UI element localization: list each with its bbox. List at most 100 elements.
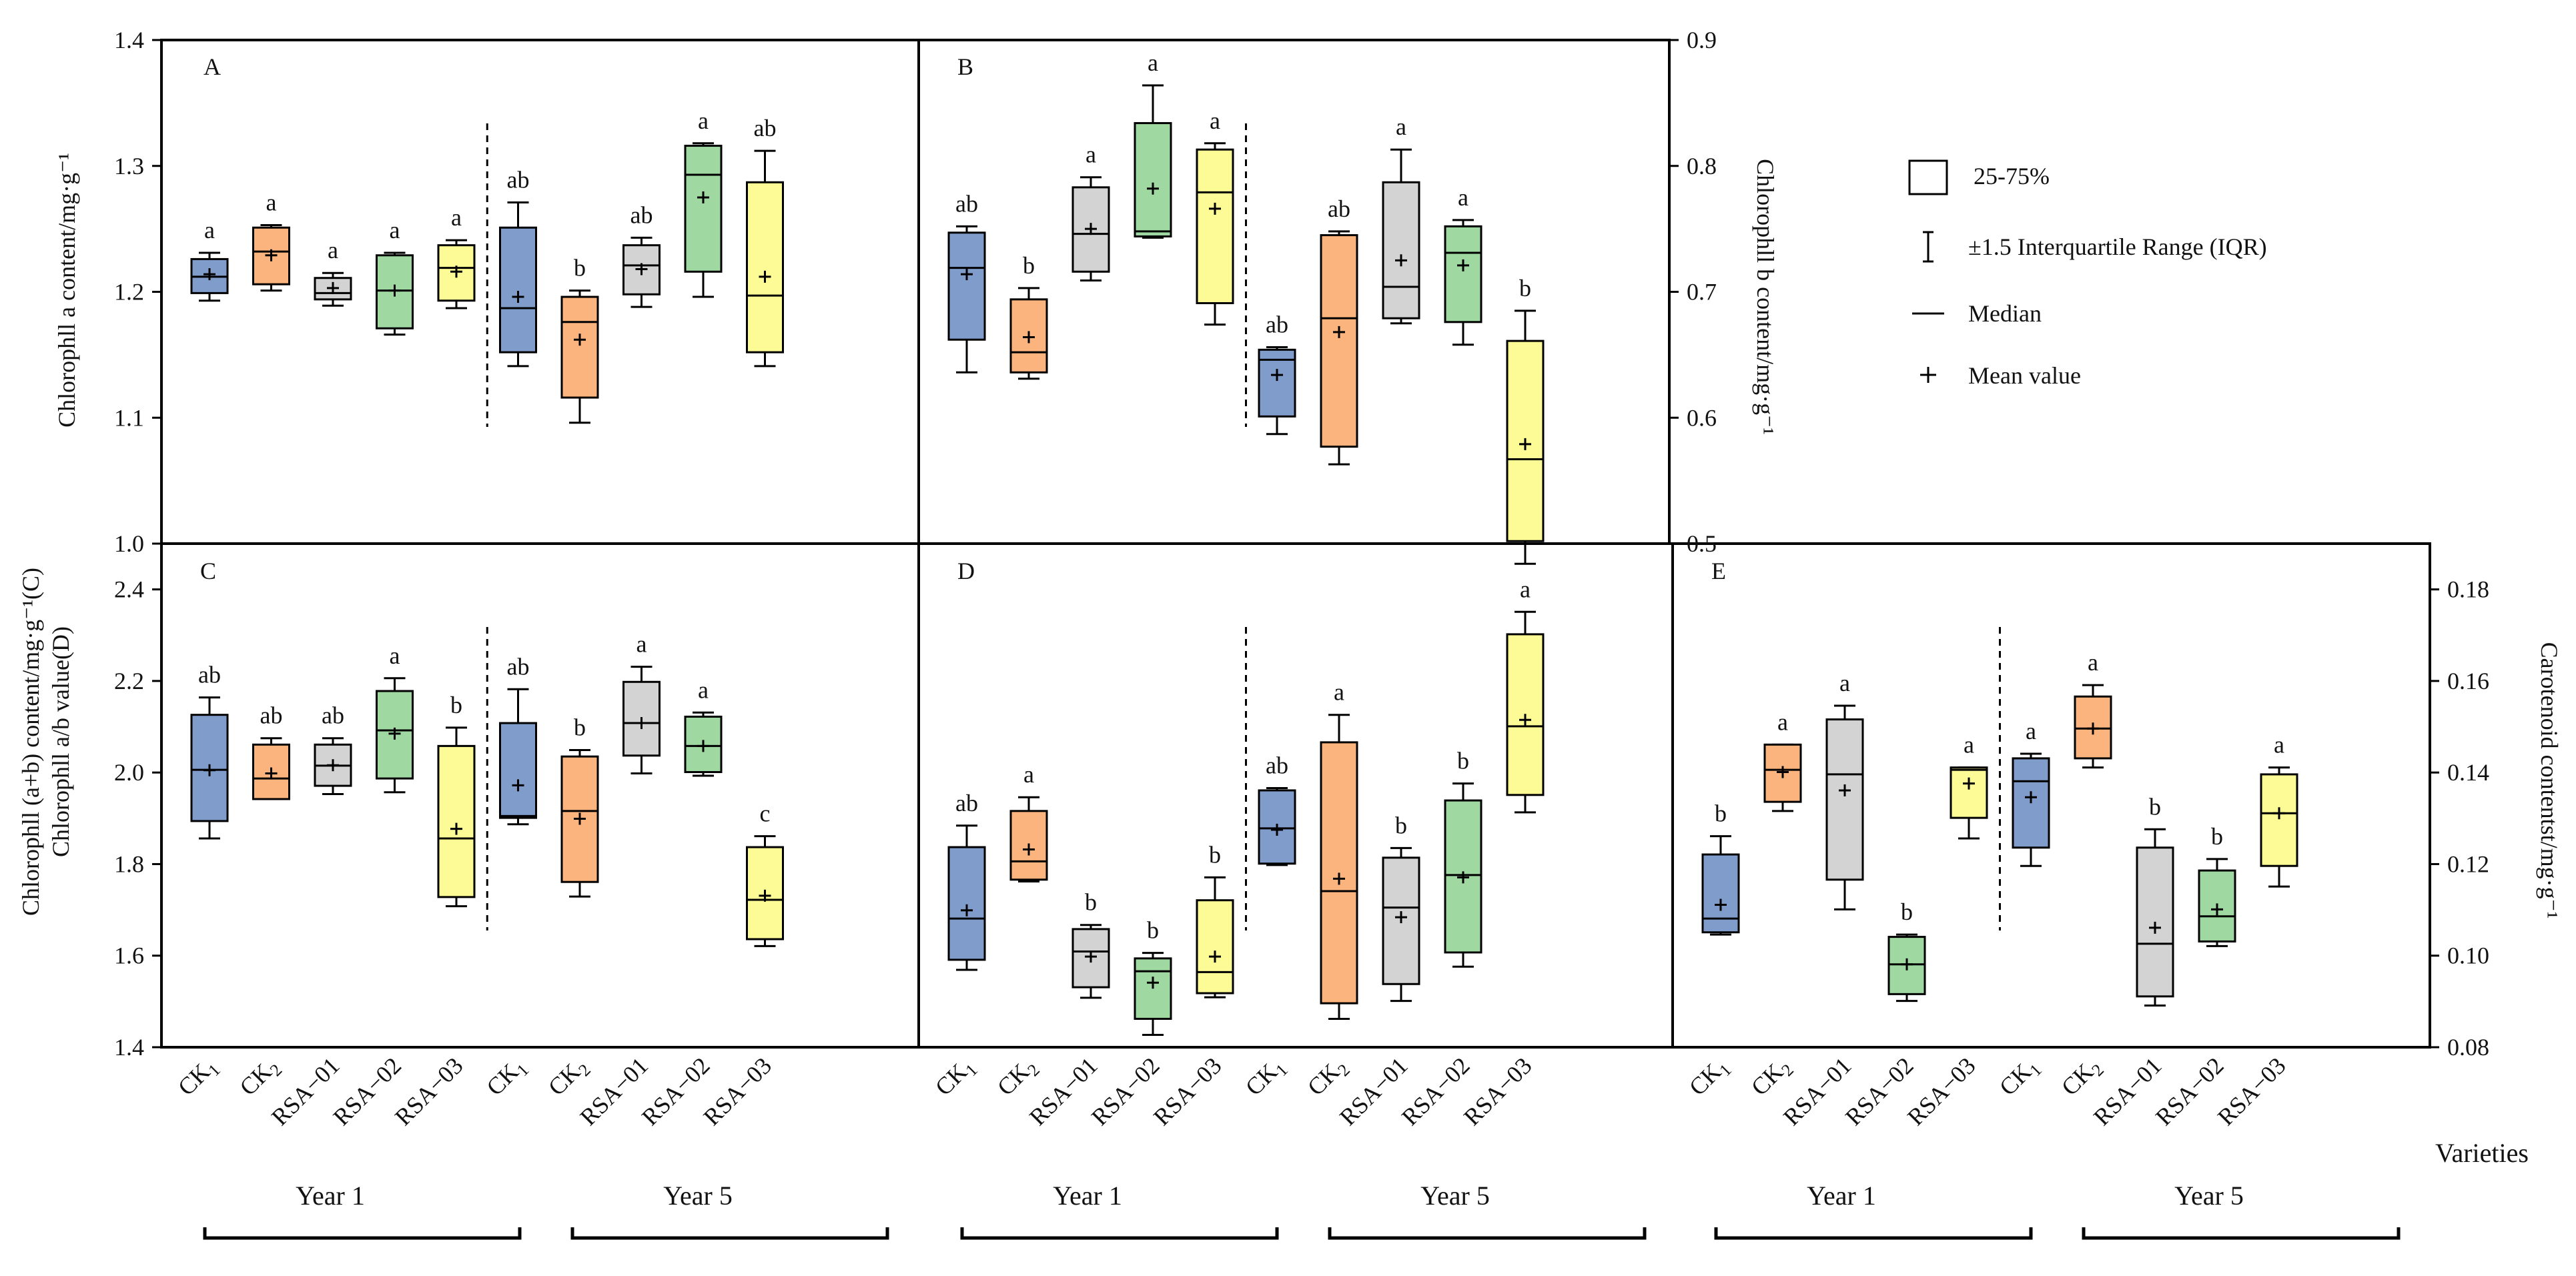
- panel-b-frame: [917, 39, 1671, 545]
- significance-letter: a: [1396, 113, 1406, 140]
- box-e-year5-rsa-03: a: [2260, 732, 2298, 888]
- box-a-year1-ck2: a: [252, 189, 290, 292]
- box-b-year5-ck2: ab: [1320, 195, 1358, 466]
- panel-e-yaxis-tick-label: 0.08: [2447, 1034, 2489, 1061]
- panel-d-letter: D: [957, 558, 975, 584]
- category-tick-label: CK1: [1994, 1052, 2046, 1103]
- legend-mean-symbol: [1920, 367, 1936, 383]
- category-tick-label: RSA−03: [699, 1052, 777, 1131]
- box-d-year1-ck2: a: [1009, 761, 1048, 883]
- iqr-box: [437, 744, 476, 898]
- panel-a-yaxis-tick-label: 1.3: [114, 153, 144, 179]
- significance-letter: a: [1458, 184, 1468, 211]
- legend-median-label: Median: [1968, 300, 2042, 327]
- significance-letter: ab: [1328, 195, 1350, 222]
- box-e-year1-ck2: a: [1763, 708, 1802, 812]
- panel-e-yaxis-tick-label: 0.12: [2447, 850, 2489, 877]
- significance-letter: b: [1715, 800, 1727, 827]
- panel-b-yaxis-tick-label: 0.7: [1687, 279, 1717, 305]
- panel-e-ylabel: Carotenoid contentst/mg·g⁻¹: [2536, 642, 2563, 919]
- iqr-box: [499, 226, 537, 354]
- significance-letter: ab: [1266, 311, 1288, 338]
- significance-letter: b: [1519, 275, 1531, 301]
- significance-letter: a: [636, 631, 647, 658]
- significance-letter: a: [1334, 679, 1344, 706]
- category-tick-label: RSA−01: [1778, 1052, 1857, 1131]
- significance-letter: a: [698, 107, 709, 134]
- category-tick-label: RSA−02: [328, 1052, 407, 1131]
- box-d-year1-ck1: ab: [947, 790, 986, 971]
- panel-b-yaxis-tick-label: 0.5: [1687, 530, 1717, 557]
- year-5-bracket: [1328, 1227, 1647, 1240]
- box-e-year5-rsa-02: b: [2198, 823, 2236, 947]
- legend: 25-75% ±1.5 Interquartile Range (IQR) Me…: [1908, 159, 2267, 389]
- panel-a-yaxis-tick-label: 1.0: [114, 530, 144, 557]
- significance-letter: b: [450, 692, 462, 718]
- box-d-year5-rsa-01: b: [1382, 812, 1420, 1003]
- significance-letter: ab: [955, 790, 978, 816]
- box-b-year5-ck1: ab: [1258, 311, 1296, 436]
- iqr-box: [746, 181, 784, 354]
- panel-b-yaxis-tick-label: 0.8: [1687, 153, 1717, 179]
- category-tick-label: CK1: [1684, 1052, 1735, 1103]
- iqr-box: [2260, 773, 2298, 867]
- box-c-year5-ck1: ab: [499, 653, 537, 826]
- box-c-year5-rsa-03: c: [746, 800, 784, 947]
- legend-box-symbol: [1908, 159, 1948, 195]
- box-d-year1-rsa-02: b: [1134, 917, 1172, 1036]
- box-a-year1-rsa-03: a: [437, 204, 476, 309]
- box-b-year5-rsa-01: a: [1382, 113, 1420, 325]
- category-tick-label: CK1: [173, 1052, 224, 1103]
- significance-letter: b: [1085, 889, 1097, 916]
- category-tick-label: RSA−01: [575, 1052, 654, 1131]
- box-c-year1-rsa-02: a: [376, 642, 414, 794]
- significance-letter: a: [390, 642, 400, 669]
- panel-cd-yaxis-tick-label: 2.2: [114, 668, 144, 694]
- significance-letter: ab: [198, 662, 221, 688]
- box-a-year5-ck2: b: [560, 255, 599, 424]
- category-tick-label: RSA−03: [390, 1052, 468, 1131]
- iqr-box: [1825, 718, 1864, 881]
- panel-c-ylabel: Chlorophll (a+b) content/mg·g⁻¹(C): [17, 568, 44, 916]
- box-b-year5-rsa-02: a: [1444, 184, 1482, 346]
- panel-e-yaxis: 0.08 0.10 0.12 0.14 0.16 0.18: [2430, 576, 2489, 1061]
- box-e-year5-ck2: a: [2074, 649, 2112, 769]
- box-d-year5-ck1: ab: [1258, 752, 1296, 866]
- category-tick-label: RSA−03: [1148, 1052, 1227, 1131]
- panel-c-letter: C: [200, 558, 216, 584]
- box-e-year5-ck1: a: [2012, 718, 2050, 867]
- panel-b-yaxis-tick-label: 0.9: [1687, 27, 1717, 53]
- panel-a-yaxis-tick-label: 1.1: [114, 404, 144, 431]
- significance-letter: a: [2088, 649, 2098, 676]
- year-1-bracket: [1714, 1227, 2033, 1240]
- significance-letter: b: [2211, 823, 2223, 850]
- significance-letter: ab: [630, 201, 653, 228]
- significance-letter: a: [328, 237, 338, 263]
- significance-letter: a: [204, 217, 215, 243]
- year-1-bracket: [960, 1227, 1279, 1240]
- panel-a-ylabel: Chlorophll a content/mg·g⁻¹: [53, 153, 80, 428]
- year-5-bracket: [570, 1227, 889, 1240]
- significance-letter: b: [1209, 841, 1221, 868]
- significance-letter: b: [1901, 898, 1913, 925]
- iqr-box: [314, 277, 352, 301]
- iqr-box: [560, 295, 599, 399]
- year-5-label: Year 5: [2174, 1181, 2244, 1211]
- box-d-year1-rsa-03: b: [1196, 841, 1234, 999]
- significance-letter: ab: [507, 653, 530, 680]
- iqr-box: [684, 145, 723, 273]
- significance-letter: a: [1210, 107, 1220, 134]
- year-5-bracket: [2082, 1227, 2401, 1240]
- category-tick-label: CK1: [930, 1052, 981, 1103]
- box-b-year5-rsa-03: b: [1506, 275, 1545, 565]
- category-tick-label: RSA−02: [1396, 1052, 1475, 1131]
- legend-mean-label: Mean value: [1968, 362, 2081, 389]
- legend-whisker-symbol: [1923, 231, 1934, 263]
- category-tick-label: RSA−02: [1840, 1052, 1919, 1131]
- significance-letter: ab: [754, 115, 777, 141]
- box-d-year1-rsa-01: b: [1071, 889, 1110, 999]
